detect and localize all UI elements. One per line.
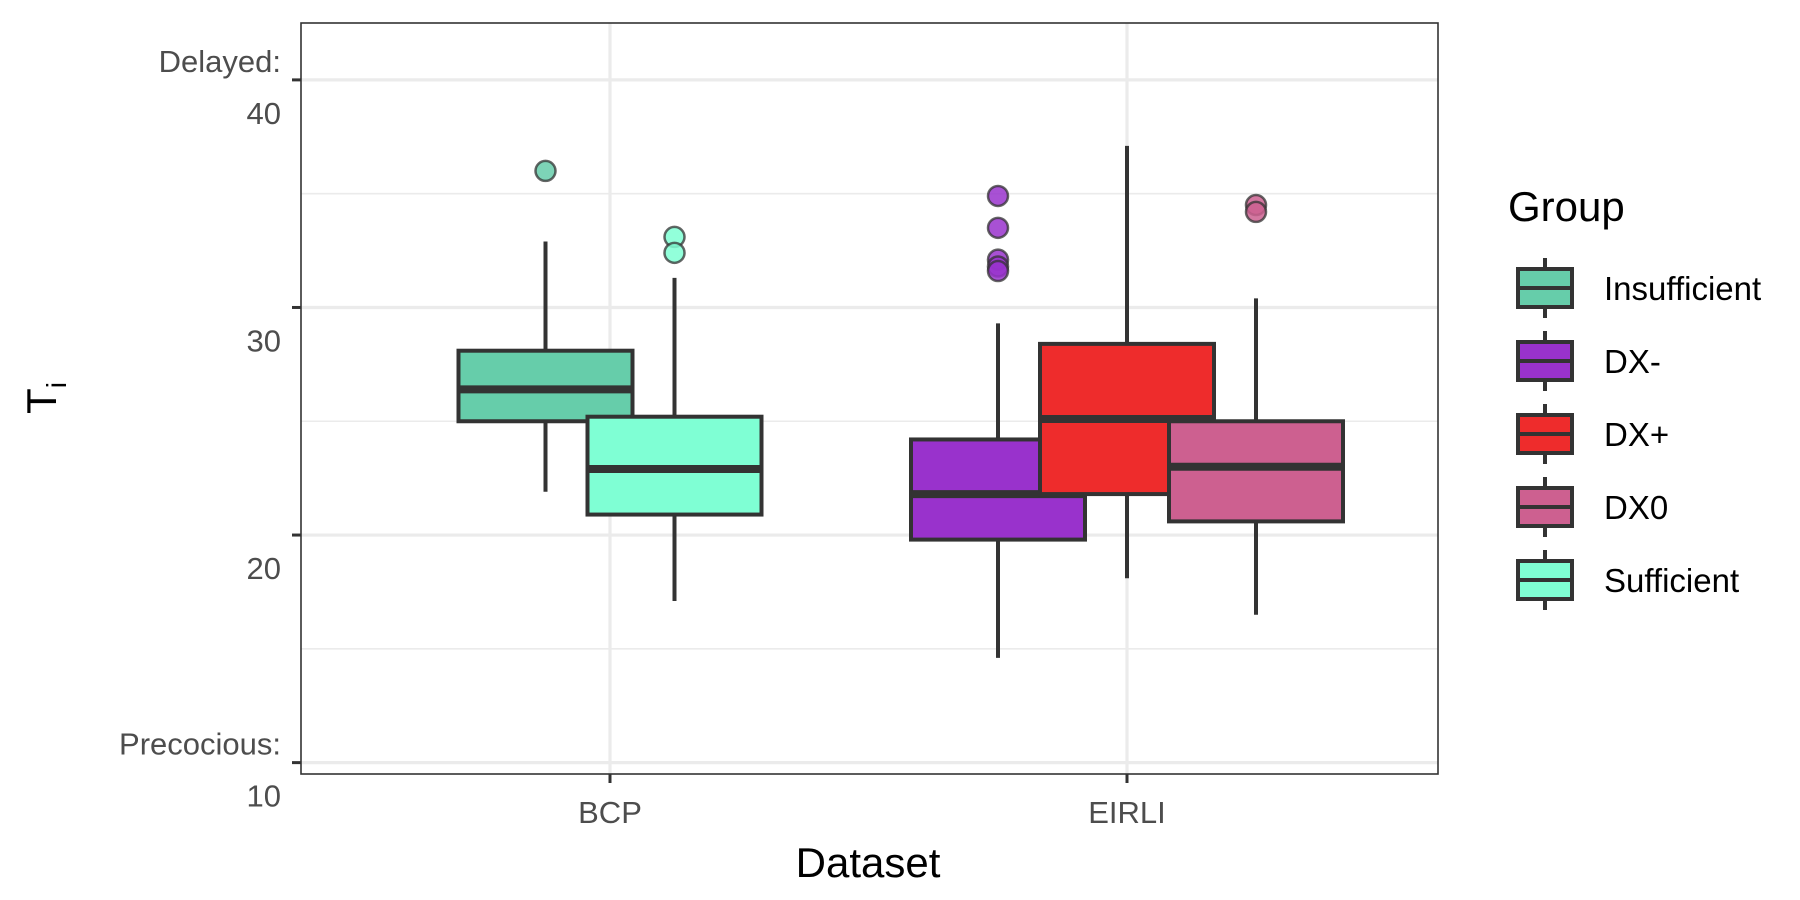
legend-item-dx: DX-	[1516, 331, 1661, 391]
outlier-point	[1244, 200, 1268, 224]
y-axis-title-main: T	[18, 388, 65, 414]
outlier-point	[986, 184, 1010, 208]
y-tick-annotation: Delayed:	[159, 44, 281, 79]
box-bcp-sufficient	[585, 225, 764, 602]
legend-item-dx: DX+	[1516, 404, 1669, 464]
box-body	[1167, 419, 1345, 524]
legend-item-label: DX+	[1604, 416, 1669, 453]
legend-item-label: DX-	[1604, 343, 1661, 380]
x-tick-label: BCP	[578, 795, 642, 830]
plot-panel-border	[300, 22, 1439, 775]
x-tick-label: EIRLI	[1088, 795, 1166, 830]
legend-item-dx0: DX0	[1516, 477, 1668, 537]
outlier-point	[534, 159, 557, 183]
y-tick-label: 30	[247, 323, 281, 358]
legend-item-label: Sufficient	[1604, 562, 1739, 599]
legend-title: Group	[1508, 183, 1625, 230]
y-axis-title-subscript: i	[41, 382, 72, 388]
outlier-point	[663, 241, 686, 265]
legend-item-label: DX0	[1604, 489, 1668, 526]
outlier-point	[986, 216, 1010, 240]
legend-item-sufficient: Sufficient	[1516, 550, 1739, 610]
box-eirli-dx0	[1167, 193, 1345, 615]
legend-item-insufficient: Insufficient	[1516, 258, 1761, 318]
y-axis-title: Ti	[18, 382, 72, 414]
x-axis: BCP EIRLI	[578, 774, 1166, 830]
y-tick-label: 20	[247, 551, 281, 586]
box-series	[456, 145, 1345, 658]
y-tick-label: 10	[247, 779, 281, 814]
y-tick-annotation: Precocious:	[119, 727, 281, 762]
legend-item-label: Insufficient	[1604, 270, 1761, 307]
legend: Group Insufficient DX- DX+ DX0 Sufficient	[1508, 183, 1761, 610]
y-tick-label: 40	[247, 96, 281, 131]
box-bcp-insufficient	[456, 159, 635, 492]
x-axis-title: Dataset	[796, 839, 941, 886]
outlier-point	[986, 259, 1010, 283]
y-axis: 40 Delayed: 30 20 10 Precocious:	[119, 44, 301, 814]
